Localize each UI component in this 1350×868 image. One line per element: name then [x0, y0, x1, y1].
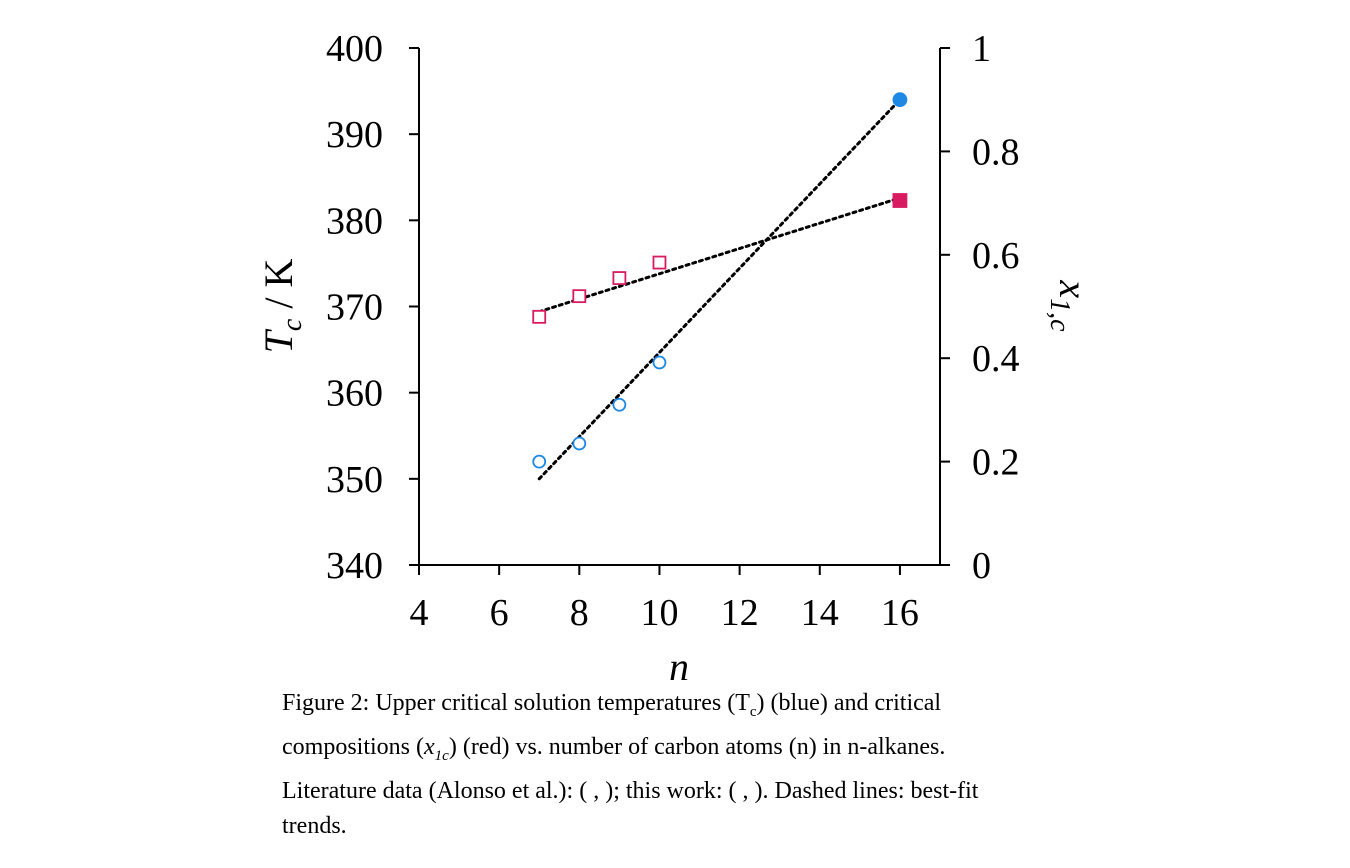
data-point-square	[532, 309, 547, 324]
trend-line-right	[537, 196, 902, 314]
figure-caption: Figure 2: Upper critical solution temper…	[282, 690, 979, 839]
y-left-tick-label: 400	[326, 28, 383, 70]
x-tick-label: 14	[801, 592, 839, 634]
axis-titles: n Tc / K x1,c	[256, 259, 1096, 680]
trend-line-left	[537, 98, 902, 481]
y-right-tick-label: 0.4	[972, 338, 1020, 380]
x-tick-label: 12	[721, 592, 759, 634]
x-axis-title: n	[669, 644, 689, 680]
data-point-square	[572, 289, 587, 304]
data-point-circle	[532, 454, 547, 469]
y-right-tick-label: 0	[972, 545, 991, 587]
x-tick-label: 6	[490, 592, 509, 634]
data-point-circle	[892, 92, 908, 108]
axes: 4 6 8 10 12 14 16 340 350 360 370 380 390 400 0 0.2 0.4 0…	[326, 28, 1020, 634]
data-point-circle	[612, 397, 627, 412]
data-point-circle	[652, 355, 667, 370]
data-point-circle	[572, 436, 587, 451]
y-left-tick-label: 370	[326, 287, 383, 329]
trend-lines	[537, 98, 902, 481]
y-left-tick-label: 380	[326, 200, 383, 242]
x-tick-label: 10	[640, 592, 678, 634]
data-point-square	[652, 255, 667, 270]
x-tick-label: 16	[881, 592, 919, 634]
y-right-tick-label: 0.8	[972, 131, 1020, 173]
y-right-axis-title: x1,c	[1044, 279, 1096, 332]
data-point-square	[892, 193, 908, 208]
y-right-tick-label: 0.6	[972, 235, 1020, 277]
x-tick-label: 8	[570, 592, 589, 634]
y-right-tick-label: 1	[972, 28, 991, 70]
y-right-tick-label: 0.2	[972, 442, 1020, 484]
y-left-tick-label: 340	[326, 545, 383, 587]
y-left-tick-label: 360	[326, 373, 383, 415]
chart: 4 6 8 10 12 14 16 340 350 360 370 380 390 400 0 0.2 0.4 0…	[256, 28, 1096, 680]
y-left-tick-label: 350	[326, 459, 383, 501]
x-tick-label: 4	[410, 592, 429, 634]
y-left-tick-label: 390	[326, 114, 383, 156]
data-point-square	[612, 271, 627, 285]
y-left-axis-title: Tc / K	[256, 259, 308, 354]
data-points	[532, 92, 908, 469]
